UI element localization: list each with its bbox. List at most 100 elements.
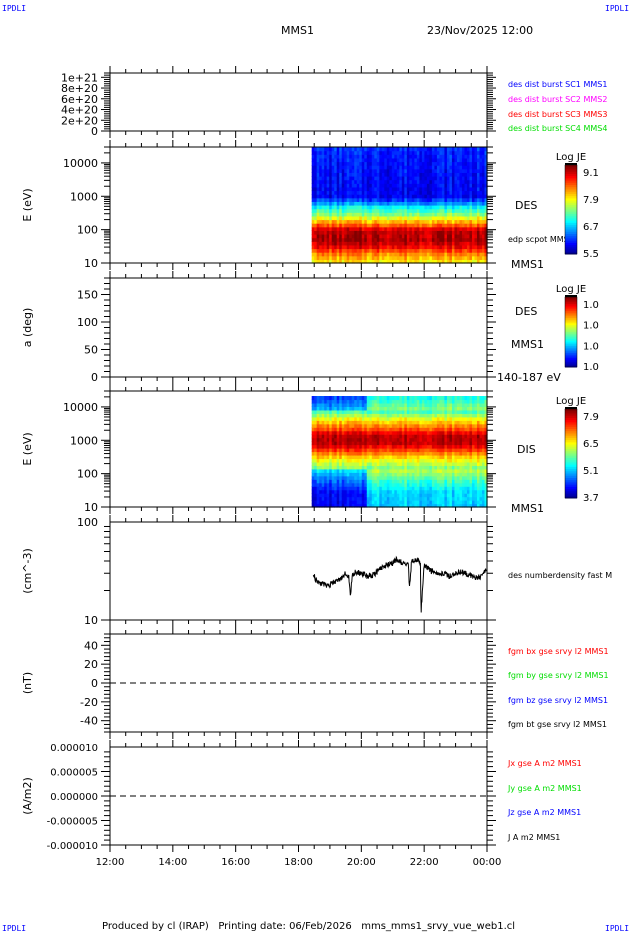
spectrogram-cell xyxy=(426,448,430,453)
spectrogram-cell xyxy=(364,444,368,449)
spectrogram-cell xyxy=(476,416,481,421)
spectrogram-cell xyxy=(481,503,486,508)
spectrogram-cell xyxy=(331,472,335,477)
spectrogram-cell xyxy=(444,154,448,159)
spectrogram-cell xyxy=(334,223,338,228)
spectrogram-cell xyxy=(404,230,408,235)
spectrogram-cell xyxy=(456,482,461,487)
spectrogram-cell xyxy=(321,468,325,473)
spectrogram-cell xyxy=(329,212,333,217)
spectrogram-cell xyxy=(429,448,433,453)
spectrogram-cell xyxy=(399,212,403,217)
spectrogram-cell xyxy=(356,413,360,418)
spectrogram-cell xyxy=(404,244,408,250)
spectrogram-cell xyxy=(334,244,338,250)
spectrogram-cell xyxy=(321,465,325,470)
spectrogram-cell xyxy=(334,176,338,181)
spectrogram-cell xyxy=(381,503,385,508)
spectrogram-cell xyxy=(464,234,468,239)
spectrogram-cell xyxy=(446,183,451,188)
spectrogram-cell xyxy=(391,241,395,246)
spectrogram-cell xyxy=(349,416,353,421)
spectrogram-cell xyxy=(369,161,373,166)
spectrogram-cell xyxy=(469,172,473,177)
spectrogram-cell xyxy=(356,201,360,206)
spectrogram-cell xyxy=(441,396,446,401)
spectrogram-cell xyxy=(369,441,373,446)
y-tick-label: 0 xyxy=(91,371,98,384)
spectrogram-cell xyxy=(376,472,380,477)
spectrogram-cell xyxy=(466,475,471,480)
spectrogram-cell xyxy=(439,427,443,432)
spectrogram-cell xyxy=(411,465,415,470)
spectrogram-cell xyxy=(371,165,375,170)
spectrogram-cell xyxy=(366,252,370,257)
spectrogram-cell xyxy=(326,208,330,213)
spectrogram-cell xyxy=(464,399,468,404)
spectrogram-cell xyxy=(421,406,425,411)
spectrogram-cell xyxy=(484,402,488,408)
spectrogram-cell xyxy=(314,493,318,498)
spectrogram-cell xyxy=(436,194,441,199)
spectrogram-cell xyxy=(371,168,375,173)
spectrogram-cell xyxy=(344,154,348,159)
spectrogram-cell xyxy=(351,409,355,414)
spectrogram-cell xyxy=(324,212,328,217)
spectrogram-cell xyxy=(424,212,428,217)
spectrogram-cell xyxy=(421,208,425,213)
spectrogram-cell xyxy=(454,465,458,470)
spectrogram-cell xyxy=(409,172,413,177)
spectrogram-cell xyxy=(464,168,468,173)
spectrogram-cell xyxy=(406,255,410,260)
spectrogram-cell xyxy=(356,465,360,470)
spectrogram-cell xyxy=(476,244,481,250)
spectrogram-cell xyxy=(394,161,398,166)
spectrogram-cell xyxy=(484,399,488,404)
spectrogram-cell xyxy=(451,157,456,163)
spectrogram-cell xyxy=(446,399,451,404)
spectrogram-cell xyxy=(471,479,476,484)
spectrogram-cell xyxy=(379,201,383,206)
spectrogram-cell xyxy=(336,186,340,192)
spectrogram-cell xyxy=(356,147,360,152)
spectrogram-cell xyxy=(344,212,348,217)
spectrogram-cell xyxy=(429,441,433,446)
spectrogram xyxy=(311,147,488,264)
spectrogram-cell xyxy=(391,423,395,428)
spectrogram-cell xyxy=(346,241,350,246)
spectrogram-cell xyxy=(391,230,395,235)
spectrogram-cell xyxy=(391,190,395,195)
spectrogram-cell xyxy=(346,179,350,184)
spectrogram-cell xyxy=(446,489,451,494)
spectrogram-cell xyxy=(461,451,466,456)
spectrogram-cell xyxy=(361,215,365,221)
spectrogram-cell xyxy=(389,396,393,401)
spectrogram-cell xyxy=(374,194,378,199)
spectrogram-cell xyxy=(409,230,413,235)
spectrogram-cell xyxy=(436,161,441,166)
spectrogram-cell xyxy=(471,223,476,228)
spectrogram-cell xyxy=(391,396,395,401)
spectrogram-cell xyxy=(429,183,433,188)
spectrogram-cell xyxy=(326,215,330,221)
spectrogram-cell xyxy=(366,244,370,250)
spectrogram-cell xyxy=(371,468,375,473)
spectrogram-cell xyxy=(386,500,390,505)
spectrogram-cell xyxy=(411,230,415,235)
spectrogram-cell xyxy=(376,451,380,456)
spectrogram-cell xyxy=(346,190,350,195)
spectrogram-cell xyxy=(316,215,320,221)
spectrogram-cell xyxy=(316,399,320,404)
spectrogram-cell xyxy=(386,396,390,401)
spectrogram-cell xyxy=(384,441,388,446)
spectrogram-cell xyxy=(329,176,333,181)
spectrogram-cell xyxy=(341,427,345,432)
spectrogram-cell xyxy=(349,165,353,170)
spectrogram-cell xyxy=(324,183,328,188)
spectrogram-cell xyxy=(331,248,335,253)
spectrogram-cell xyxy=(446,468,451,473)
spectrogram-cell xyxy=(419,252,423,257)
spectrogram-cell xyxy=(316,409,320,414)
spectrogram-cell xyxy=(391,244,395,250)
